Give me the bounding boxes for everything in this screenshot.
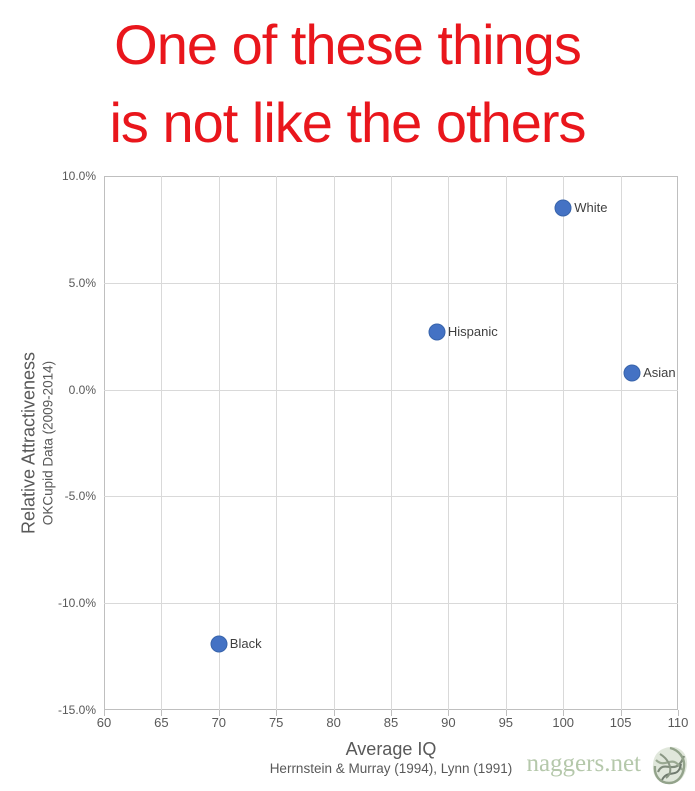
x-axis-tick-mark [620, 710, 622, 716]
watermark: naggers.net [526, 744, 692, 788]
data-point [623, 364, 641, 381]
x-axis-tick-mark [505, 710, 507, 716]
x-axis-tick-label: 85 [383, 715, 399, 730]
y-axis-label: Relative Attractiveness [18, 351, 39, 535]
data-point-label: Hispanic [447, 323, 498, 339]
x-axis-tick-label: 65 [154, 715, 169, 730]
y-axis-tick-label: -15.0% [57, 703, 96, 717]
y-axis-tick-label: 10.0% [61, 169, 96, 183]
gridline-vertical [218, 176, 220, 710]
data-point-label: Black [229, 635, 262, 651]
y-axis-tick-label: 5.0% [68, 275, 96, 290]
data-point [210, 635, 228, 653]
gridline-horizontal [104, 496, 678, 498]
x-axis-tick-label: 75 [268, 715, 284, 730]
x-axis-label: Average IQ [345, 739, 437, 759]
x-axis-tick-mark [448, 710, 450, 716]
data-point-label: White [574, 200, 608, 216]
x-axis-sublabel: Herrnstein & Murray (1994), Lynn (1991) [269, 761, 513, 776]
y-axis-tick-label: -5.0% [64, 489, 96, 504]
scribble-ball-icon [652, 746, 688, 785]
gridline-vertical [563, 176, 565, 710]
x-axis-tick-mark [104, 710, 105, 716]
gridline-vertical [505, 176, 507, 710]
x-axis-tick-mark [218, 710, 220, 716]
x-axis-tick-mark [333, 710, 335, 716]
data-point [554, 199, 572, 217]
y-axis-tick-label: 0.0% [68, 382, 96, 397]
x-axis-tick-label: 100 [552, 715, 575, 730]
gridline-vertical [448, 176, 450, 710]
x-axis-tick-mark [563, 710, 565, 716]
y-axis-title: Relative Attractiveness OKCupid Data (20… [18, 352, 57, 534]
x-axis-tick-mark [678, 710, 679, 716]
y-axis-sublabel: OKCupid Data (2009-2014) [40, 360, 56, 526]
x-axis-tick-label: 90 [441, 715, 456, 730]
x-axis-tick-label: 80 [326, 715, 341, 730]
x-axis-tick-label: 70 [211, 715, 227, 730]
x-axis-tick-label: 105 [609, 715, 632, 730]
y-axis-tick-label: -10.0% [57, 596, 96, 611]
gridline-vertical [391, 176, 392, 710]
page-title: One of these things is not like the othe… [0, 6, 695, 162]
gridline-horizontal [104, 389, 678, 391]
data-point [428, 323, 446, 341]
gridline-vertical [333, 176, 335, 710]
gridline-vertical [620, 176, 622, 710]
x-axis-tick-mark [161, 710, 163, 716]
title-line-2: is not like the others [109, 91, 586, 154]
data-point-label: Asian [643, 364, 676, 380]
x-axis-tick-label: 60 [96, 715, 112, 730]
gridline-vertical [161, 176, 163, 710]
x-axis-tick-label: 95 [498, 715, 514, 730]
title-line-1: One of these things [114, 13, 582, 76]
gridline-horizontal [104, 603, 678, 605]
gridline-vertical [276, 176, 278, 710]
x-axis-tick-mark [276, 710, 278, 716]
x-axis-tick-label: 110 [667, 715, 689, 730]
x-axis-tick-mark [391, 710, 392, 716]
watermark-text: naggers.net [526, 749, 641, 777]
gridline-horizontal [104, 282, 678, 284]
